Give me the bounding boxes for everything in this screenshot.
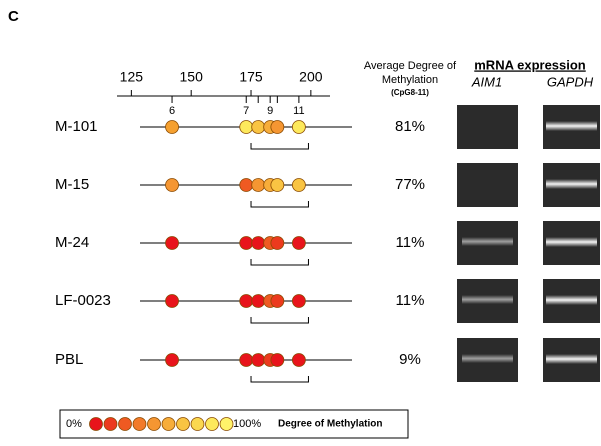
header: Average Degree of xyxy=(364,60,457,72)
gel-band xyxy=(546,121,597,131)
cpg-site xyxy=(165,294,179,308)
cpg-site xyxy=(239,178,254,192)
legend-swatch xyxy=(118,417,132,431)
legend-swatch xyxy=(89,417,103,431)
header: AIM1 xyxy=(471,74,502,89)
cpg-site xyxy=(291,294,306,308)
cpg-site xyxy=(270,294,285,308)
cpg-site xyxy=(291,236,306,250)
gel-band xyxy=(462,237,513,246)
bracket xyxy=(250,317,309,324)
legend-swatch xyxy=(176,417,190,431)
site-label: 7 xyxy=(243,105,249,117)
gel-band xyxy=(546,237,597,247)
site-label: 9 xyxy=(267,105,273,117)
gel-aim1 xyxy=(457,163,518,207)
header: mRNA expression xyxy=(474,57,586,72)
legend-swatch xyxy=(190,417,205,431)
cpg-site xyxy=(270,120,285,134)
cpg-site xyxy=(165,353,179,367)
gel-band xyxy=(462,295,513,304)
average: 11% xyxy=(396,234,425,251)
bracket xyxy=(250,201,309,208)
gel-band xyxy=(462,354,513,363)
cpg-site xyxy=(165,178,179,192)
gel-band xyxy=(546,179,597,189)
gel-band xyxy=(546,354,597,364)
cpg-site xyxy=(270,178,285,192)
sample-name: LF-0023 xyxy=(55,292,111,309)
average: 9% xyxy=(399,351,421,368)
scale-label: 150 xyxy=(180,69,204,85)
cpg-site xyxy=(251,236,266,250)
cpg-site xyxy=(239,294,254,308)
legend-low: 0% xyxy=(66,418,82,430)
bracket xyxy=(250,376,309,383)
header: GAPDH xyxy=(547,74,594,89)
average: 11% xyxy=(396,292,425,309)
cpg-site xyxy=(251,120,266,134)
panel-label: C xyxy=(8,8,19,25)
legend-box xyxy=(59,409,409,439)
sample-name: M-101 xyxy=(55,118,98,135)
legend-swatch xyxy=(205,417,219,431)
cpg-site xyxy=(251,294,266,308)
sample-name: M-24 xyxy=(55,234,89,251)
cpg-site xyxy=(270,236,285,250)
gel-band xyxy=(546,295,597,305)
site-label: 6 xyxy=(169,105,175,117)
gel-aim1 xyxy=(457,105,518,149)
legend-high: 100% xyxy=(233,418,261,430)
cpg-site xyxy=(291,120,306,134)
average: 81% xyxy=(395,118,425,135)
sample-name: PBL xyxy=(55,351,83,368)
legend-swatch xyxy=(219,417,234,431)
cpg-site xyxy=(291,353,306,367)
header: Methylation xyxy=(382,74,438,86)
header: (CpG8-11) xyxy=(391,88,429,97)
cpg-site xyxy=(165,236,179,250)
bracket xyxy=(250,143,309,150)
cpg-site xyxy=(239,120,254,134)
average: 77% xyxy=(395,176,425,193)
scale-label: 175 xyxy=(239,69,263,85)
cpg-site xyxy=(239,236,254,250)
scale-label: 200 xyxy=(299,69,323,85)
cpg-site xyxy=(251,178,266,192)
sample-name: M-15 xyxy=(55,176,89,193)
legend-swatch xyxy=(161,417,176,431)
legend-swatch xyxy=(132,417,147,431)
cpg-site xyxy=(165,120,179,134)
cpg-site xyxy=(270,353,285,367)
scale-label: 125 xyxy=(120,69,144,85)
site-label: 11 xyxy=(293,105,304,117)
legend-swatch xyxy=(147,417,161,431)
legend-swatch xyxy=(103,417,118,431)
bracket xyxy=(250,259,309,266)
cpg-site xyxy=(251,353,266,367)
cpg-site xyxy=(291,178,306,192)
legend-title: Degree of Methylation xyxy=(278,419,382,430)
cpg-site xyxy=(239,353,254,367)
